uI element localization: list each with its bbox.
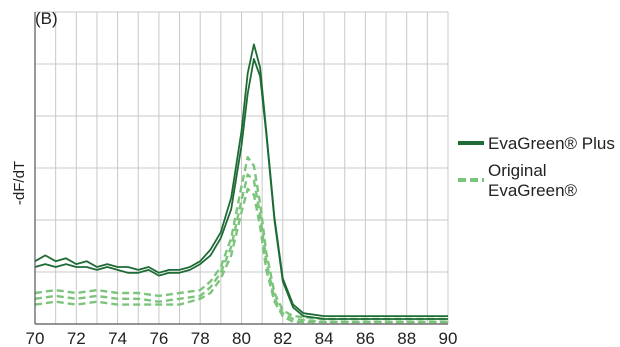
x-tick-label: 88 [397,329,416,347]
axes [34,12,448,325]
x-tick-label: 72 [67,329,86,347]
panel-label: (B) [35,9,58,28]
legend-label: EvaGreen® [488,181,578,200]
curves [34,43,448,324]
x-tick-label: 78 [191,329,210,347]
series-line [34,43,448,317]
legend-label: Original [488,161,547,180]
legend-label: EvaGreen® Plus [488,134,615,153]
x-tick-label: 80 [232,329,251,347]
series-line [34,173,448,324]
grid [34,11,449,324]
series-line [34,58,448,320]
x-tick-label: 82 [273,329,292,347]
y-axis-label: -dF/dT [11,161,28,205]
x-tick-label: 90 [439,329,458,347]
x-tick-label: 84 [315,329,334,347]
series-line [34,156,448,321]
x-tick-label: 76 [149,329,168,347]
series-line [34,187,448,324]
x-tick-label: 70 [26,329,45,347]
x-tick-label: 74 [108,329,127,347]
x-tick-labels: 70 72 74 76 78 80 82 84 86 88 90 [26,329,458,347]
x-tick-label: 86 [356,329,375,347]
